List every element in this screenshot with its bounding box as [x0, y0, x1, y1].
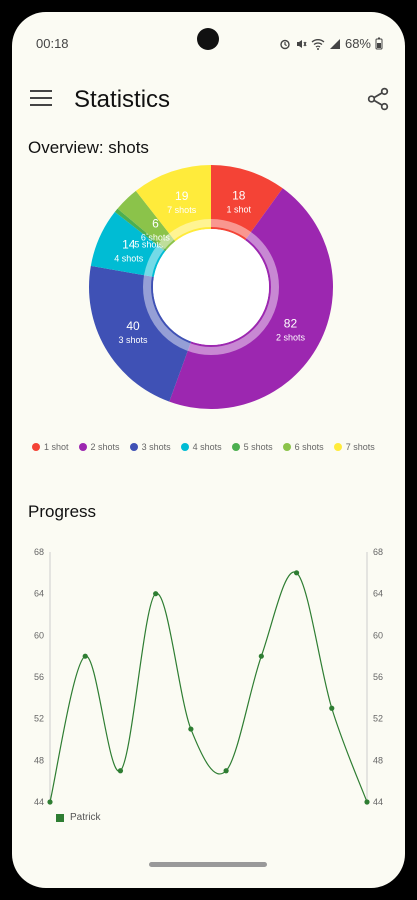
donut-hole	[153, 229, 269, 345]
app-bar: Statistics	[12, 72, 405, 128]
y-tick-right: 48	[373, 755, 383, 765]
mute-icon	[296, 39, 307, 48]
y-tick-right: 64	[373, 589, 383, 599]
pie-slice-4[interactable]	[90, 211, 166, 277]
slice-value-label: 40	[126, 319, 140, 333]
progress-chart: 44 44 48 48 52 52 56 56 60 60 64 64 68 68	[34, 547, 383, 807]
series-legend-label: Patrick	[70, 812, 101, 823]
slice-category-label: 4 shots	[114, 253, 144, 263]
series-swatch	[56, 813, 64, 822]
data-point[interactable]	[364, 799, 370, 805]
slice-category-label: 3 shots	[119, 335, 149, 345]
slice-category-label: 6 shots	[141, 232, 171, 242]
slice-value-label: 14	[122, 237, 136, 251]
status-icons: 68%	[279, 36, 383, 51]
y-tick-right: 60	[373, 630, 383, 640]
slice-value-label: 19	[175, 189, 189, 203]
hamburger-menu-icon[interactable]	[30, 90, 52, 108]
y-tick-right: 68	[373, 547, 383, 557]
y-tick-left: 60	[34, 630, 44, 640]
y-tick-left: 52	[34, 714, 44, 724]
app-screen: 00:18 68% Statistics Overview: shots 18 1…	[12, 12, 405, 888]
legend-label: 5 shots	[243, 442, 273, 452]
legend-dot	[282, 443, 291, 451]
data-point[interactable]	[153, 591, 159, 597]
legend-item[interactable]: 3 shots	[129, 442, 171, 452]
y-tick-right: 56	[373, 672, 383, 682]
legend-item[interactable]: 2 shots	[78, 442, 120, 452]
pie-slice-2[interactable]	[169, 188, 333, 409]
pie-slice-5[interactable]	[114, 208, 167, 252]
slice-value-label: 6	[152, 216, 159, 230]
progress-title: Progress	[28, 502, 97, 521]
data-point[interactable]	[293, 570, 300, 576]
legend-label: 4 shots	[192, 442, 222, 452]
status-bar: 00:18 68%	[12, 32, 405, 54]
pie-slice-3[interactable]	[88, 265, 192, 402]
data-point[interactable]	[117, 768, 124, 774]
data-point[interactable]	[188, 726, 194, 732]
slice-category-label: 7 shots	[167, 205, 197, 215]
data-point[interactable]	[223, 768, 229, 774]
pie-legend: 1 shot 2 shots 3 shots 4 shots 5 shots 6 shot…	[32, 442, 392, 452]
front-camera	[197, 28, 219, 50]
legend-dot	[78, 443, 87, 451]
pie-slice-7[interactable]	[135, 165, 211, 242]
y-tick-right: 44	[373, 797, 383, 807]
alarm-icon	[280, 39, 290, 49]
slice-category-label: 1 shot	[227, 204, 252, 214]
legend-item[interactable]: 7 shots	[333, 442, 375, 452]
gesture-nav-bar[interactable]	[149, 862, 267, 867]
legend-dot	[333, 443, 342, 451]
signal-icon	[329, 38, 340, 49]
legend-label: 1 shot	[44, 442, 69, 452]
data-point[interactable]	[47, 799, 53, 805]
y-tick-left: 44	[34, 797, 44, 807]
legend-dot	[180, 443, 189, 451]
legend-item[interactable]: 1 shot	[32, 442, 69, 452]
pie-slice-6[interactable]	[117, 190, 176, 250]
legend-dot	[32, 443, 40, 451]
data-point[interactable]	[258, 653, 264, 659]
legend-label: 6 shots	[294, 442, 324, 452]
slice-category-label: 5 shots	[134, 240, 164, 250]
slice-category-label: 2 shots	[276, 332, 306, 342]
status-time: 00:18	[36, 36, 69, 51]
data-point[interactable]	[82, 653, 88, 659]
series-line	[49, 571, 368, 803]
legend-label: 7 shots	[345, 442, 375, 452]
legend-item[interactable]: 4 shots	[180, 442, 222, 452]
slice-value-label: 18	[232, 188, 246, 202]
pie-slice-1[interactable]	[211, 165, 283, 241]
legend-label: 3 shots	[141, 442, 171, 452]
y-tick-left: 64	[34, 589, 44, 599]
wifi-icon	[311, 38, 325, 50]
legend-dot	[231, 443, 240, 451]
y-tick-left: 48	[34, 755, 44, 765]
y-tick-right: 52	[373, 714, 383, 724]
share-icon[interactable]	[365, 86, 391, 112]
donut-inner-ring	[143, 219, 279, 355]
legend-item[interactable]: 6 shots	[282, 442, 324, 452]
y-tick-left: 68	[34, 547, 44, 557]
page-title: Statistics	[74, 86, 171, 113]
battery-percent: 68%	[344, 36, 371, 51]
legend-dot	[129, 443, 138, 451]
y-tick-left: 56	[34, 672, 44, 682]
slice-value-label: 82	[284, 316, 298, 330]
overview-title: Overview: shots	[28, 138, 149, 157]
battery-icon	[375, 37, 383, 50]
data-point[interactable]	[329, 705, 335, 711]
legend-label: 2 shots	[90, 442, 120, 452]
series-legend: Patrick	[56, 812, 101, 823]
legend-item[interactable]: 5 shots	[231, 442, 273, 452]
